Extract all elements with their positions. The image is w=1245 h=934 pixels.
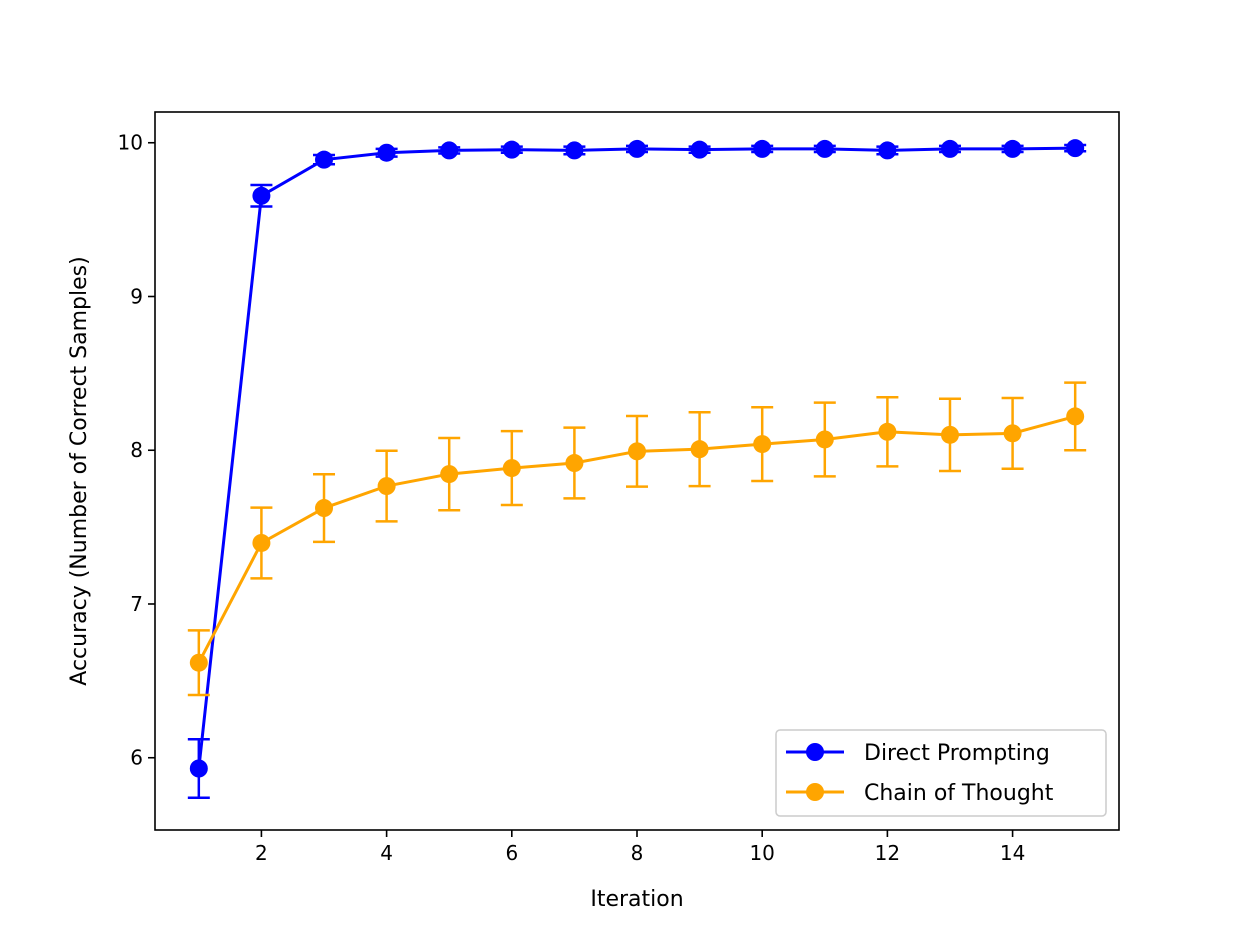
legend-label-cot: Chain of Thought	[864, 781, 1054, 806]
data-point	[690, 440, 709, 459]
data-point	[189, 653, 208, 672]
data-point	[377, 143, 396, 162]
legend-label-direct: Direct Prompting	[864, 741, 1050, 766]
data-point	[940, 139, 959, 158]
data-point	[252, 186, 271, 205]
legend: Direct Prompting Chain of Thought	[775, 729, 1107, 817]
y-tick-label: 8	[130, 438, 143, 462]
y-tick-label: 9	[130, 284, 143, 308]
data-point	[440, 141, 459, 160]
x-axis-label: Iteration	[590, 887, 683, 912]
x-tick-label: 10	[749, 841, 774, 865]
data-point	[189, 759, 208, 778]
series-0	[187, 139, 1087, 799]
data-point	[628, 139, 646, 158]
data-point	[440, 465, 459, 484]
data-point	[878, 422, 897, 441]
legend-marker-cot	[806, 783, 824, 801]
x-tick-label: 8	[631, 841, 644, 865]
y-tick-label: 7	[130, 592, 143, 616]
data-point	[690, 140, 709, 159]
data-point	[377, 477, 396, 496]
data-point	[753, 139, 772, 158]
x-tick-label: 6	[505, 841, 518, 865]
data-point	[565, 141, 584, 160]
data-point	[940, 425, 959, 444]
legend-marker-direct	[806, 743, 824, 761]
data-point	[1003, 424, 1022, 443]
y-axis-label: Accuracy (Number of Correct Samples)	[67, 256, 92, 685]
legend-box	[775, 729, 1107, 817]
x-tick-label: 2	[255, 841, 268, 865]
data-point	[502, 140, 521, 159]
y-tick-label: 10	[118, 131, 143, 155]
data-point	[315, 150, 334, 169]
series-group	[187, 139, 1087, 799]
data-point	[628, 442, 646, 461]
axes-frame	[154, 111, 1120, 831]
data-point	[815, 430, 834, 449]
data-point	[1066, 407, 1085, 426]
data-point	[252, 533, 271, 552]
data-point	[565, 454, 584, 473]
x-axis: 2 4 6 8 10 12 14	[255, 830, 1025, 865]
x-tick-label: 12	[875, 841, 900, 865]
data-point	[502, 459, 521, 478]
data-point	[753, 435, 772, 454]
series-1	[187, 381, 1087, 697]
y-tick-label: 6	[130, 746, 143, 770]
data-point	[815, 139, 834, 158]
y-axis: 6 7 8 9 10	[118, 131, 155, 770]
x-tick-label: 14	[1000, 841, 1025, 865]
x-tick-label: 4	[380, 841, 393, 865]
data-point	[315, 499, 334, 518]
data-point	[1003, 139, 1022, 158]
data-point	[1066, 139, 1085, 158]
data-point	[878, 141, 897, 160]
